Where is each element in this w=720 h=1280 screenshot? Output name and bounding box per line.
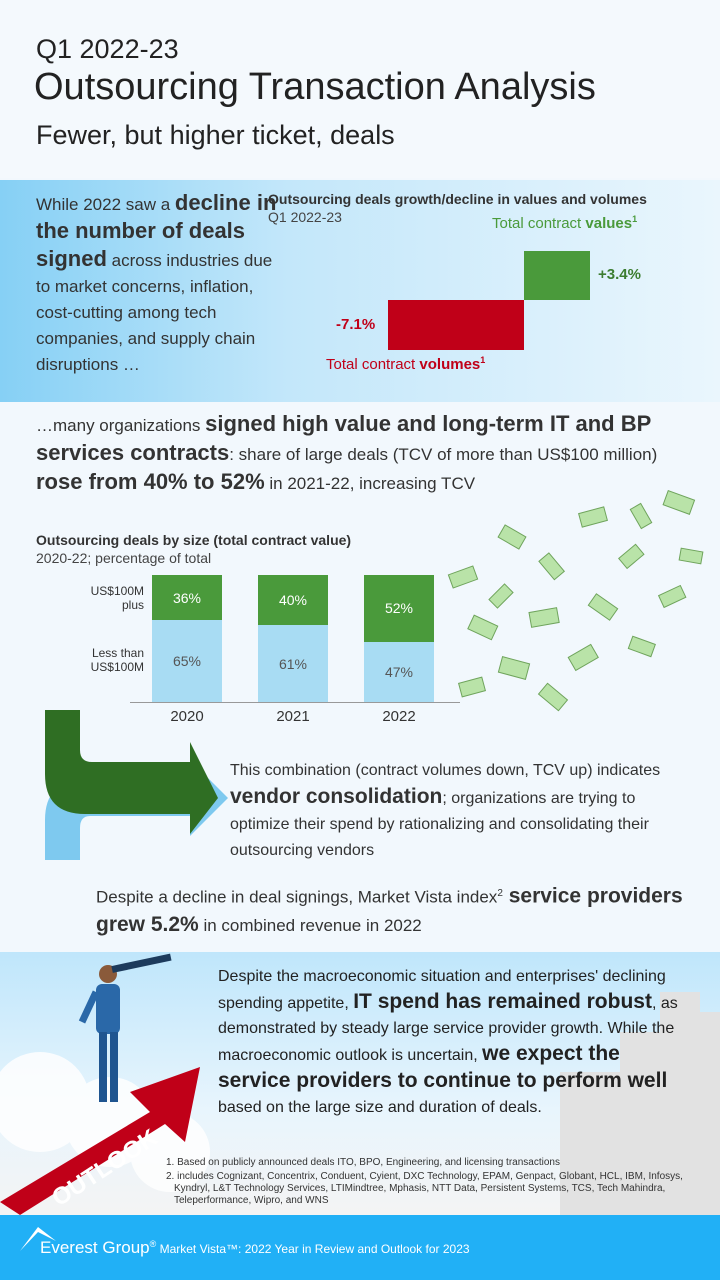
outlook-section: OUTLOOK [0,952,720,1215]
everest-logo-icon [20,1227,56,1251]
page-title: Outsourcing Transaction Analysis [34,66,596,108]
outlook-text: Despite the macroeconomic situation and … [218,968,678,1116]
x-tick-label: 2022 [382,707,416,725]
person-telescope-icon [78,953,172,1102]
size-chart-title: Outsourcing deals by size (total contrac… [36,532,352,548]
bar-segment-large: 36% [152,575,222,621]
x-tick-label: 2020 [170,707,204,725]
brand-name: Everest Group [40,1238,150,1257]
bar-segment-large: 52% [364,575,434,642]
growth-chart-title: Outsourcing deals growth/decline in valu… [268,191,647,207]
header [0,0,720,178]
volumes-value: -7.1% [336,316,376,333]
page-subtitle: Fewer, but higher ticket, deals [36,120,395,150]
growth-text: Despite a decline in deal signings, Mark… [96,884,683,936]
period: Q1 2022-23 [36,34,179,64]
money-illustration [447,490,704,712]
bar-segment-small: 47% [364,641,434,702]
bar-segment-small: 65% [152,620,222,702]
large-deals-text: …many organizations signed high value an… [36,411,658,494]
consolidation-arrow-icon [45,710,228,860]
values-value: +3.4% [598,266,641,283]
values-label: Total contract values1 [492,214,638,232]
intro-text: While 2022 saw a decline in the number o… [36,190,277,374]
values-bar [524,250,590,300]
x-tick-label: 2021 [276,707,310,725]
x-axis [130,702,460,703]
volumes-label: Total contract volumes1 [326,355,486,373]
bar-segment-small: 61% [258,625,328,702]
footer-text: Market Vista™: 2022 Year in Review and O… [156,1242,470,1256]
size-chart-subtitle: 2020-22; percentage of total [36,550,212,566]
volumes-bar [388,300,524,350]
growth-chart-subtitle: Q1 2022-23 [268,209,342,225]
legend-small: Less than US$100M [90,646,144,674]
legend-large: US$100M plus [90,584,144,612]
outlook-illustration: OUTLOOK [0,953,720,1215]
footnote-1: 1. Based on publicly announced deals ITO… [166,1157,560,1168]
bar-segment-large: 40% [258,575,328,626]
footer: Everest Group® Market Vista™: 2022 Year … [0,1215,720,1280]
footnotes: 1. Based on publicly announced deals ITO… [166,1157,706,1207]
intro-band [0,180,720,402]
footnote-2: 2. includes Cognizant, Concentrix, Condu… [166,1171,683,1206]
consolidation-text: This combination (contract volumes down,… [230,762,661,859]
